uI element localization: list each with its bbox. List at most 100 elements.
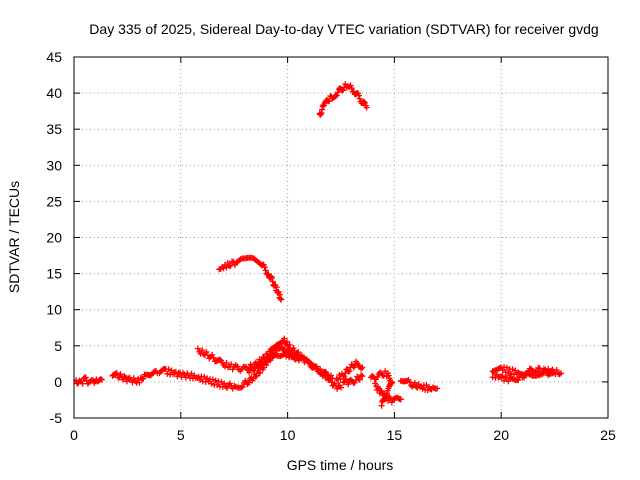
plus-marker bbox=[499, 373, 506, 380]
plus-marker bbox=[290, 345, 297, 352]
plus-marker bbox=[359, 373, 366, 380]
plus-marker bbox=[174, 373, 181, 380]
plus-marker bbox=[345, 381, 352, 388]
plus-marker bbox=[256, 370, 263, 377]
series-arc-5 bbox=[246, 348, 344, 392]
plus-marker bbox=[337, 375, 344, 382]
plus-marker bbox=[283, 338, 290, 345]
plus-marker bbox=[224, 385, 231, 392]
plus-marker bbox=[79, 380, 86, 387]
plus-marker bbox=[520, 374, 527, 381]
plus-marker bbox=[181, 371, 188, 378]
plus-marker bbox=[209, 376, 216, 383]
x-tick-label: 5 bbox=[177, 427, 185, 443]
plus-marker bbox=[505, 369, 512, 376]
plus-marker bbox=[194, 345, 201, 352]
plus-marker bbox=[378, 388, 385, 395]
plus-marker bbox=[340, 87, 347, 94]
plus-marker bbox=[356, 95, 363, 102]
plus-marker bbox=[348, 85, 355, 92]
plus-marker bbox=[374, 374, 381, 381]
plus-marker bbox=[356, 376, 363, 383]
plus-marker bbox=[140, 375, 147, 382]
plus-marker bbox=[334, 385, 341, 392]
plus-marker bbox=[223, 264, 230, 271]
plus-marker bbox=[342, 375, 349, 382]
plus-marker bbox=[210, 354, 217, 361]
plus-marker bbox=[227, 262, 234, 269]
plus-marker bbox=[334, 89, 341, 96]
plus-marker bbox=[172, 368, 179, 375]
x-tick-label: 25 bbox=[600, 427, 616, 443]
plus-marker bbox=[372, 380, 379, 387]
x-tick-label: 0 bbox=[70, 427, 78, 443]
plus-marker bbox=[136, 379, 143, 386]
y-tick-label: 35 bbox=[46, 121, 62, 137]
plus-marker bbox=[358, 365, 365, 372]
x-tick-label: 20 bbox=[493, 427, 509, 443]
plus-marker bbox=[327, 375, 334, 382]
series-arc-1 bbox=[73, 374, 105, 387]
plus-marker bbox=[434, 385, 441, 392]
series-outlier bbox=[397, 396, 404, 403]
plus-marker bbox=[269, 278, 276, 285]
plus-marker bbox=[342, 370, 349, 377]
plus-marker bbox=[220, 265, 227, 272]
x-tick-label: 10 bbox=[280, 427, 296, 443]
plus-marker bbox=[208, 380, 215, 387]
x-axis-title: GPS time / hours bbox=[287, 457, 394, 473]
plus-marker bbox=[253, 372, 260, 379]
plus-marker bbox=[261, 264, 268, 271]
plus-marker bbox=[98, 376, 105, 383]
plus-marker bbox=[226, 380, 233, 387]
plus-marker bbox=[501, 377, 508, 384]
plus-marker bbox=[411, 379, 418, 386]
plus-marker bbox=[204, 375, 211, 382]
plus-marker bbox=[558, 370, 565, 377]
y-tick-label: 20 bbox=[46, 230, 62, 246]
grid bbox=[74, 57, 608, 418]
plus-marker bbox=[546, 371, 553, 378]
plus-marker bbox=[509, 366, 516, 373]
plus-marker bbox=[358, 372, 365, 379]
y-tick-label: 15 bbox=[46, 266, 62, 282]
series-arc-12 bbox=[489, 367, 556, 385]
plus-marker bbox=[262, 267, 269, 274]
plus-marker bbox=[246, 369, 253, 376]
plus-marker bbox=[502, 369, 509, 376]
plus-marker bbox=[283, 353, 290, 360]
plot-frame bbox=[73, 56, 609, 419]
plus-marker bbox=[378, 402, 385, 409]
plus-marker bbox=[295, 349, 302, 356]
plus-marker bbox=[295, 357, 302, 364]
plus-marker bbox=[263, 362, 270, 369]
plus-marker bbox=[165, 366, 172, 373]
plus-marker bbox=[260, 361, 267, 368]
plus-marker bbox=[388, 399, 395, 406]
plus-marker bbox=[515, 377, 522, 384]
plus-marker bbox=[268, 274, 275, 281]
y-tick-label: 25 bbox=[46, 193, 62, 209]
plus-marker bbox=[323, 372, 330, 379]
plus-marker bbox=[323, 369, 330, 376]
series-arc-2 bbox=[109, 368, 161, 386]
series-arc-13 bbox=[216, 254, 285, 303]
plus-marker bbox=[252, 373, 259, 380]
plus-marker bbox=[224, 259, 231, 266]
plus-marker bbox=[245, 379, 252, 386]
plus-marker bbox=[113, 370, 120, 377]
plus-marker bbox=[397, 396, 404, 403]
plus-marker bbox=[123, 378, 130, 385]
plus-marker bbox=[333, 92, 340, 99]
x-tick-label: 15 bbox=[387, 427, 403, 443]
y-tick-label: 40 bbox=[46, 85, 62, 101]
series-arc-14 bbox=[316, 81, 370, 118]
plus-marker bbox=[203, 348, 210, 355]
plus-marker bbox=[355, 92, 362, 99]
chart-title: Day 335 of 2025, Sidereal Day-to-day VTE… bbox=[89, 21, 598, 37]
y-tick-label: 5 bbox=[54, 338, 62, 354]
axis-ticks: 0 5 10 15 20 25 -5 0 5 10 15 20 25 30 35 40 45 bbox=[46, 49, 616, 443]
plus-marker bbox=[326, 98, 333, 105]
data-points bbox=[73, 81, 565, 409]
